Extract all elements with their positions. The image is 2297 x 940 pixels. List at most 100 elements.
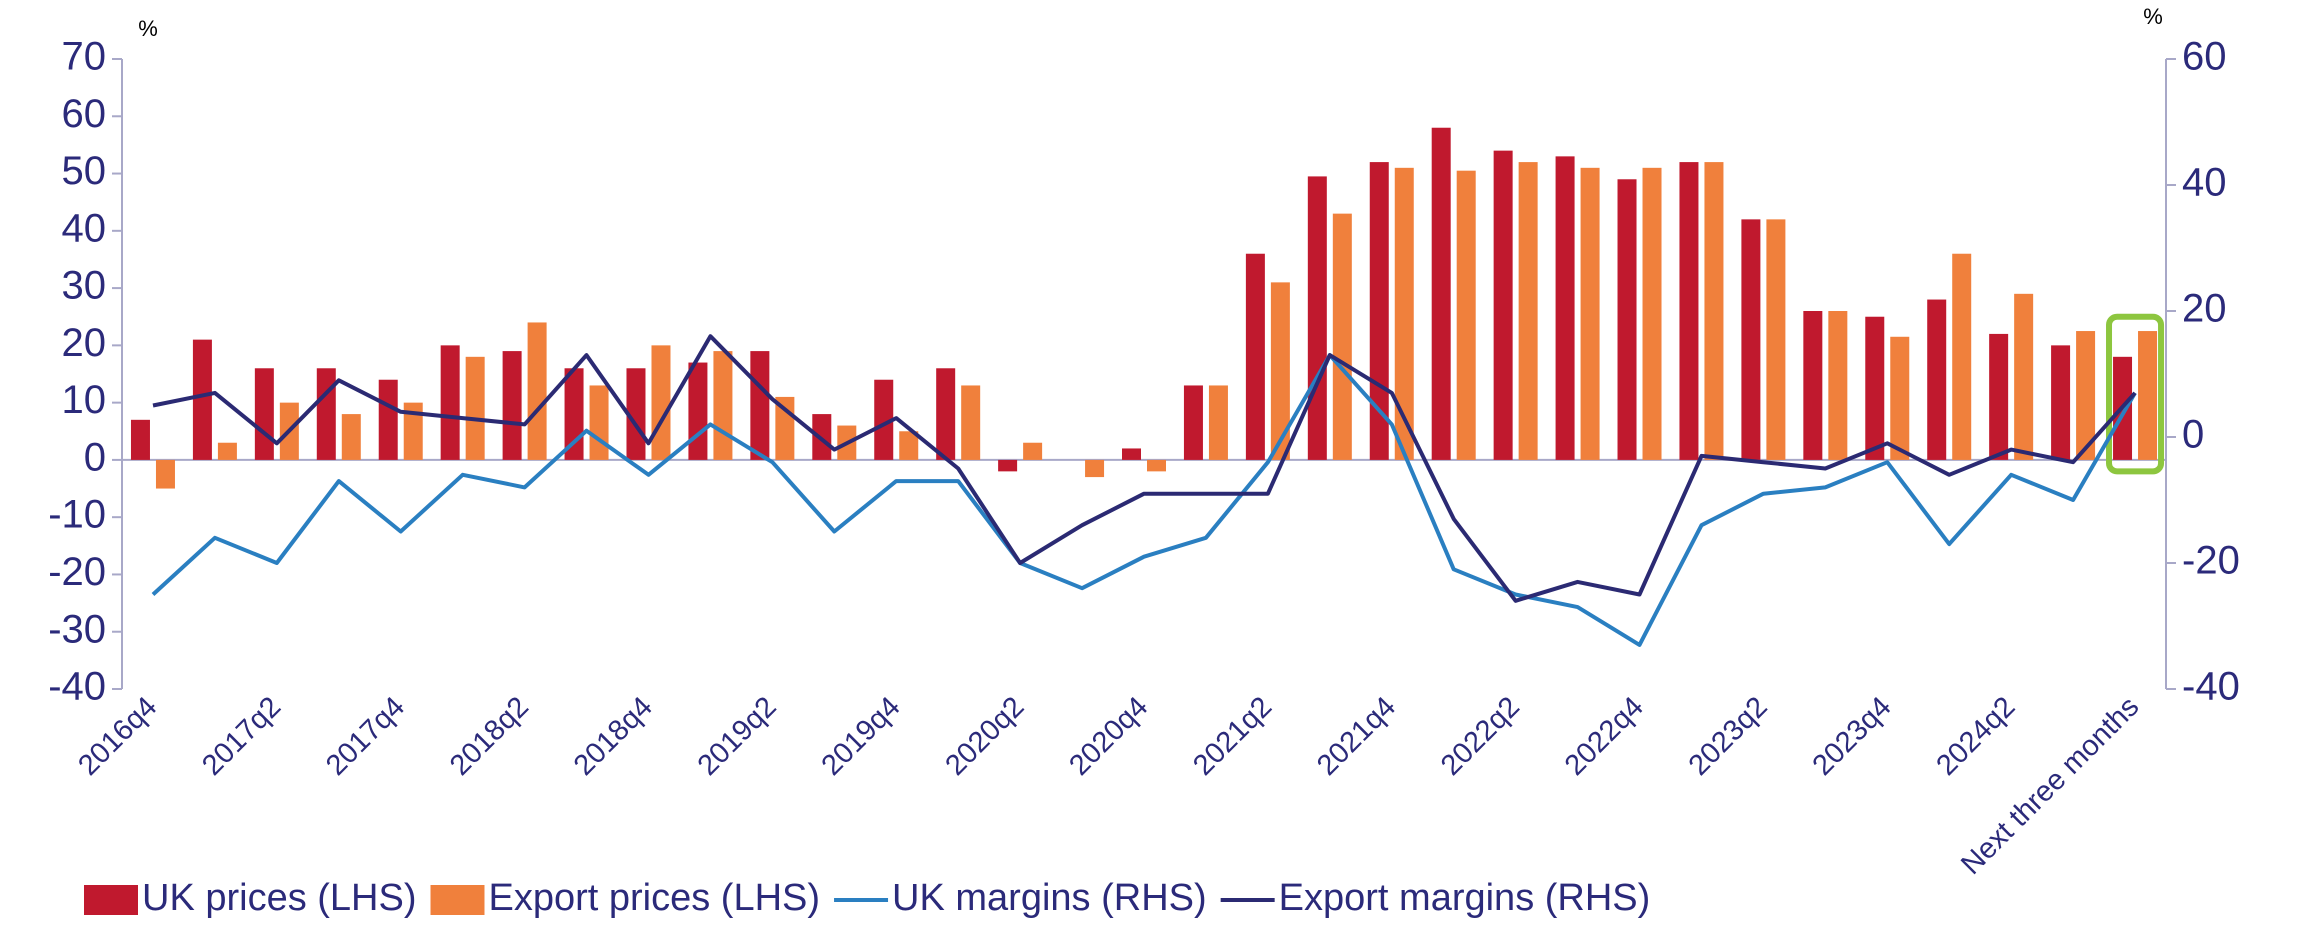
bar [1208, 385, 1228, 460]
y-tick-label: -20 [48, 550, 106, 594]
bar [713, 351, 733, 460]
bar [1431, 127, 1451, 460]
y-tick-label: 50 [62, 149, 107, 193]
y2-tick-label: -20 [2182, 539, 2240, 583]
bar [589, 385, 609, 460]
bar [1952, 253, 1972, 460]
bar [750, 351, 770, 460]
bar [688, 362, 708, 460]
bar [403, 402, 423, 460]
bar [130, 419, 150, 460]
y-tick-label: -30 [48, 607, 106, 651]
y-tick-label: 30 [62, 264, 107, 308]
bar [899, 431, 919, 460]
x-tick-label: 2018q4 [568, 691, 659, 782]
y-axis-unit: % [138, 16, 158, 41]
x-tick-label: 2021q2 [1187, 691, 1278, 782]
x-tick-label: 2022q2 [1435, 691, 1526, 782]
bar [1679, 162, 1699, 460]
bar [1493, 150, 1513, 460]
bar [1369, 162, 1389, 460]
y-tick-label: 60 [62, 92, 107, 136]
bar [1085, 459, 1105, 478]
y2-tick-label: 0 [2182, 413, 2204, 457]
y2-tick-label: 60 [2182, 35, 2227, 79]
line [152, 334, 2137, 603]
bar [1741, 219, 1761, 460]
legend-label: Export margins (RHS) [1279, 877, 1651, 919]
y2-tick-label: 20 [2182, 287, 2227, 331]
bar [1890, 336, 1910, 460]
legend-swatch [430, 885, 485, 915]
bar [2014, 293, 2034, 460]
bar [1555, 156, 1575, 460]
bar [527, 322, 547, 460]
bar [651, 345, 671, 460]
bar [378, 379, 398, 460]
bar [874, 379, 894, 460]
bar [1456, 170, 1476, 460]
bar [1147, 459, 1166, 472]
y-tick-label: 0 [84, 435, 106, 479]
bar [1332, 213, 1352, 460]
y2-axis-unit: % [2143, 4, 2163, 29]
bar [1023, 442, 1043, 460]
bar [1394, 167, 1414, 460]
bar [502, 351, 522, 460]
bar [1927, 299, 1947, 460]
bar [1122, 448, 1141, 460]
x-tick-label: 2021q4 [1311, 691, 1402, 782]
bar [2138, 331, 2158, 460]
highlight-box [2106, 313, 2165, 475]
bar [1865, 316, 1885, 460]
bar [1766, 219, 1786, 460]
bar [1828, 311, 1848, 460]
y-tick-label: -40 [48, 665, 106, 709]
bar [1580, 167, 1600, 460]
bar [961, 385, 981, 460]
bar [1183, 385, 1203, 460]
bar [1245, 253, 1265, 460]
x-tick-label: 2017q4 [320, 691, 411, 782]
bar [217, 442, 237, 460]
bar [254, 368, 274, 460]
x-tick-label: 2019q2 [692, 691, 783, 782]
x-tick-label: 2020q2 [939, 691, 1030, 782]
bar [316, 368, 336, 460]
y-tick-label: 70 [62, 35, 107, 79]
bar [1270, 282, 1290, 460]
y-tick-label: -10 [48, 493, 106, 537]
bar [341, 414, 361, 460]
x-tick-label: 2023q2 [1683, 691, 1774, 782]
x-tick-label: 2022q4 [1559, 691, 1650, 782]
x-tick-label: 2024q2 [1930, 691, 2021, 782]
bar [626, 368, 646, 460]
bar [155, 459, 175, 489]
bar [1803, 311, 1823, 460]
bar [440, 345, 460, 460]
x-tick-label: 2020q4 [1063, 691, 1154, 782]
bar [1307, 176, 1327, 460]
bar [1704, 162, 1724, 460]
y-tick-label: 10 [62, 378, 107, 422]
y-tick-label: 20 [62, 321, 107, 365]
x-tick-label: 2018q2 [444, 691, 535, 782]
bar [1642, 167, 1662, 460]
legend-label: Export prices (LHS) [489, 877, 821, 919]
bar [2076, 331, 2096, 460]
x-tick-label: 2019q4 [816, 691, 907, 782]
line [151, 353, 2137, 647]
y2-tick-label: 40 [2182, 161, 2227, 205]
bar [465, 356, 485, 460]
bar [2051, 345, 2071, 460]
y-tick-label: 40 [62, 206, 107, 250]
bar [1518, 162, 1538, 460]
bar [998, 459, 1018, 472]
bar [1617, 179, 1637, 460]
legend-swatch [84, 885, 138, 915]
legend-label: UK margins (RHS) [892, 877, 1207, 919]
legend-label: UK prices (LHS) [142, 877, 417, 919]
bar [192, 339, 212, 460]
y2-tick-label: -40 [2182, 665, 2240, 709]
